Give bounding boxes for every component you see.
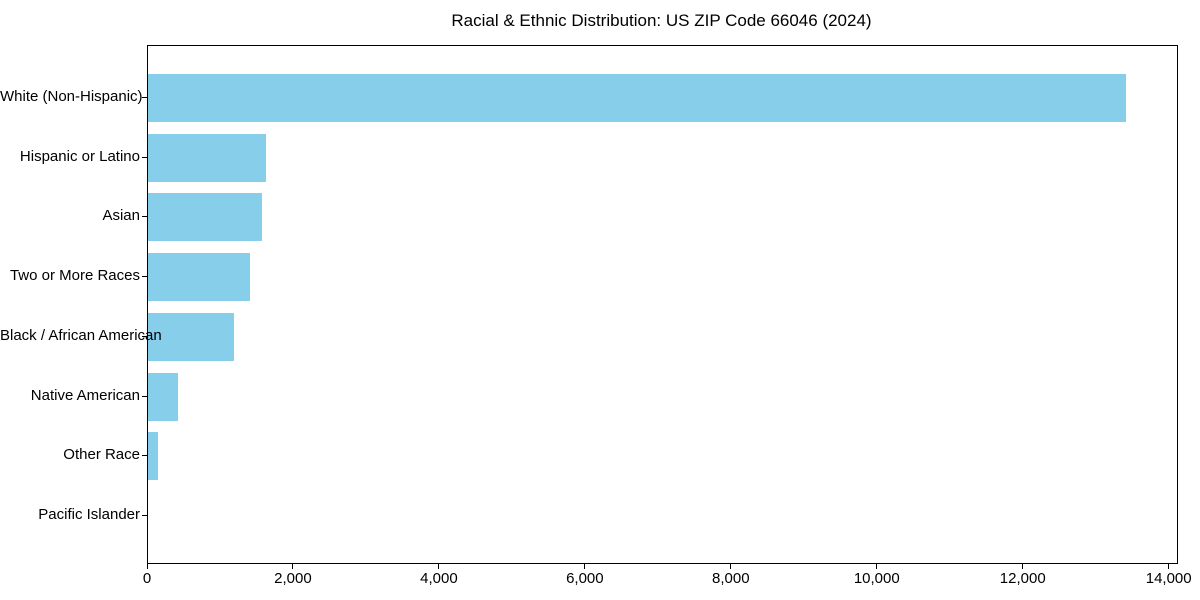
plot-area	[147, 45, 1178, 564]
y-axis-label-black-african-american: Black / African American	[0, 326, 162, 344]
bar-white-non-hispanic	[148, 74, 1126, 122]
bar-native-american	[148, 372, 178, 421]
y-axis-label-other-race: Other Race	[63, 446, 140, 464]
y-tick-mark	[142, 395, 147, 397]
x-tick-label-14000: 14,000	[1145, 570, 1192, 587]
y-tick-mark	[142, 97, 147, 98]
x-tick-label-12000: 12,000	[999, 570, 1046, 587]
bar-black-african-american	[148, 312, 235, 361]
x-tick-label-6000: 6,000	[566, 570, 604, 587]
y-tick-mark	[142, 276, 147, 278]
x-tick-mark	[146, 564, 148, 569]
x-tick-mark	[876, 564, 878, 569]
x-tick-label-2000: 2,000	[274, 570, 312, 587]
x-tick-mark	[584, 564, 586, 569]
y-tick-mark	[142, 156, 147, 158]
x-tick-label-10000: 10,000	[853, 570, 900, 587]
y-tick-mark	[142, 216, 147, 218]
y-tick-mark	[142, 514, 147, 516]
x-tick-label-8000: 8,000	[712, 570, 750, 587]
y-axis-label-two-or-more-races: Two or More Races	[9, 267, 140, 285]
x-tick-mark	[730, 564, 732, 569]
bar-other-race	[148, 432, 159, 481]
y-axis-label-pacific-islander: Pacific Islander	[38, 505, 140, 523]
bar-asian	[148, 193, 262, 242]
y-axis-label-native-american: Native American	[30, 386, 140, 404]
y-axis-label-white-non-hispanic: White (Non-Hispanic)	[0, 88, 143, 105]
y-tick-mark	[142, 455, 147, 457]
x-tick-mark	[1022, 564, 1024, 569]
y-axis-label-hispanic-or-latino: Hispanic or Latino	[19, 147, 140, 165]
x-tick-mark	[1168, 564, 1170, 569]
x-tick-mark	[438, 564, 440, 569]
y-tick-mark	[142, 335, 147, 337]
chart-title: Racial & Ethnic Distribution: US ZIP Cod…	[451, 11, 872, 30]
x-tick-label-0: 0	[142, 570, 152, 587]
y-axis-label-asian: Asian	[102, 207, 140, 225]
bar-hispanic-or-latino	[148, 133, 267, 182]
x-tick-mark	[292, 564, 294, 569]
bar-two-or-more-races	[148, 253, 251, 302]
x-tick-label-4000: 4,000	[420, 570, 458, 587]
